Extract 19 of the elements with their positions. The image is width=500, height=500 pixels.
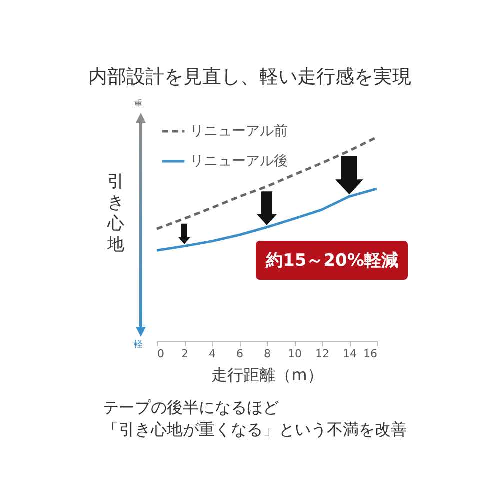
- text: テープの後半になるほど: [103, 398, 279, 419]
- text: 重: [134, 98, 143, 111]
- x-tick-label: 6: [236, 348, 244, 360]
- x-tick-label: 8: [264, 348, 271, 360]
- legend-label: リニューアル前: [190, 124, 288, 140]
- text: 「引き心地が重くなる」という不満を改善: [103, 420, 407, 441]
- x-tick-label: 0: [158, 348, 164, 360]
- y-axis-title: 引き心地: [106, 172, 126, 256]
- x-tick-label: 2: [182, 348, 188, 360]
- x-tick-label: 10: [288, 348, 302, 360]
- x-tick-label: 4: [209, 348, 216, 360]
- x-tick-label: 12: [316, 348, 330, 360]
- x-tick-label: 14: [343, 348, 357, 360]
- annotation: 約15～20%軽減: [256, 241, 408, 280]
- x-axis-title: 走行距離（m）: [212, 366, 324, 384]
- x-tick-label: 16: [364, 348, 378, 360]
- legend-label: リニューアル後: [190, 154, 288, 170]
- chart-title: 内部設計を見直し、軽い走行感を実現: [88, 65, 412, 90]
- text: 軽: [134, 338, 143, 351]
